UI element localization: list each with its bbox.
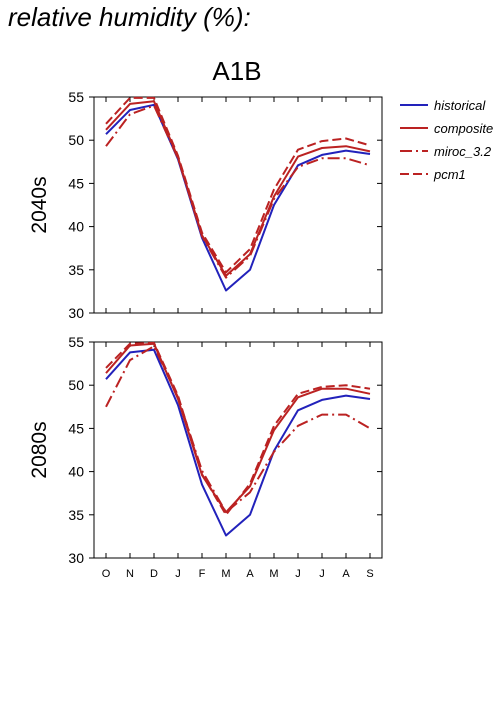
legend: historical composite miroc_3.2 pcm1 [400,98,493,182]
x-tick-label: M [269,568,278,580]
x-tick-label: J [175,568,181,580]
y-tick-label: 50 [68,377,84,393]
chart-title: A1B [212,56,261,86]
y-tick-label: 55 [68,89,84,105]
panel-label: 2080s [28,421,51,478]
panel-2080s: 30 35 40 45 50 55 O N D J F M A M J J A S 2080s [28,334,383,580]
series-line-miroc-3-2 [105,104,371,279]
series-line-pcm1 [105,96,371,274]
plot-frame [93,341,383,559]
legend-label: pcm1 [433,167,466,182]
x-tick-label: J [295,568,301,580]
y-tick-label: 35 [68,507,84,523]
y-tick-label: 40 [68,464,84,480]
x-tick-label: M [221,568,230,580]
y-tick-label: 40 [68,219,84,235]
panel-label: 2040s [28,176,51,233]
x-tick-label: A [246,568,254,580]
y-tick-label: 45 [68,175,84,191]
y-tick-label: 30 [68,550,84,566]
panel-2040s: 30 35 40 45 50 55 2040s [28,89,383,321]
y-tick-label: 45 [68,420,84,436]
series-line-composite [105,342,371,514]
x-tick-label: D [150,568,158,580]
page-title: relative humidity (%): [8,2,251,32]
x-tick-label: S [366,568,373,580]
series-line-historical [105,103,371,292]
plot-frame [93,96,383,314]
series-line-miroc-3-2 [105,345,371,514]
y-tick-label: 50 [68,132,84,148]
legend-label: miroc_3.2 [434,144,492,159]
x-tick-label: N [126,568,134,580]
y-tick-label: 35 [68,262,84,278]
x-tick-label: J [319,568,325,580]
x-tick-label: O [102,568,111,580]
x-tick-label: F [199,568,206,580]
y-tick-label: 30 [68,305,84,321]
x-tick-label: A [342,568,350,580]
series-line-composite [105,100,371,277]
legend-label: historical [434,98,486,113]
y-tick-label: 55 [68,334,84,350]
series-line-historical [105,348,371,537]
series-line-pcm1 [105,341,371,516]
legend-label: composite [434,121,493,136]
